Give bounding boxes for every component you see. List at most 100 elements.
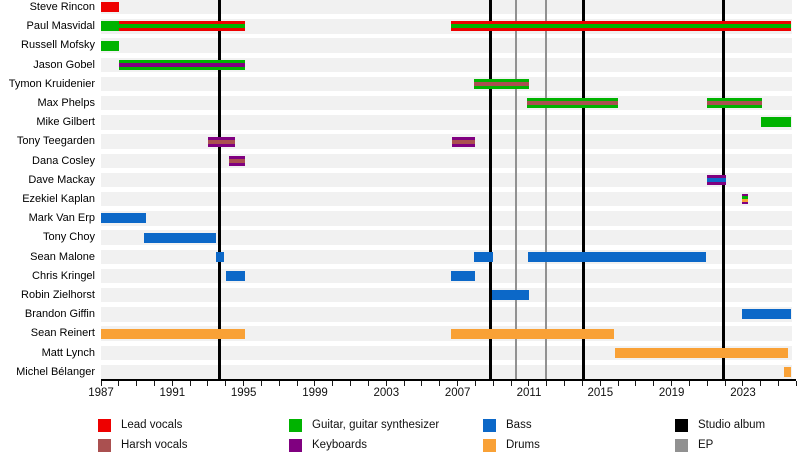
axis-tick (760, 381, 762, 386)
member-label: Russell Mofsky (21, 39, 95, 52)
timeline-bar (450, 21, 792, 32)
legend-swatch-bass (483, 419, 496, 432)
member-label: Sean Malone (30, 250, 95, 263)
timeline-bar (101, 328, 245, 339)
row-band (101, 57, 792, 72)
guitar-stripe (118, 24, 245, 29)
harsh_vocals-stripe (707, 101, 762, 106)
row-band (101, 211, 792, 226)
member-label: Jason Gobel (33, 58, 95, 71)
member-label: Brandon Giffin (24, 308, 95, 321)
axis-tick (207, 381, 209, 386)
axis-tick (314, 381, 316, 386)
timeline-bar (742, 309, 792, 320)
bass-stripe (707, 178, 727, 182)
axis-year-label: 2003 (373, 387, 400, 400)
row-band (101, 115, 792, 130)
legend-label-ep: EP (698, 438, 714, 451)
axis-tick (724, 381, 726, 386)
axis-tick (100, 381, 102, 386)
axis-tick (546, 381, 548, 386)
axis-year-label: 2015 (587, 387, 614, 400)
axis-year-label: 1987 (88, 387, 114, 400)
timeline-bar (225, 271, 245, 281)
axis-tick (136, 381, 138, 386)
member-label: Paul Masvidal (26, 20, 95, 33)
timeline-bar (742, 194, 749, 205)
member-label: Tymon Kruidenier (8, 77, 95, 90)
legend-label-guitar: Guitar, guitar synthesizer (312, 419, 440, 431)
legend-swatch-keyboards (289, 438, 302, 452)
axis-year-label: 1991 (159, 387, 186, 400)
timeline-bar (615, 347, 788, 358)
studio-album-line (488, 0, 492, 380)
axis-tick (599, 381, 601, 386)
studio-album-line (218, 0, 222, 380)
keyboards-stripe (118, 62, 245, 67)
axis-tick (332, 381, 334, 386)
harsh_vocals-stripe (207, 139, 235, 144)
row-band (101, 0, 792, 15)
axis-tick (421, 381, 423, 386)
axis-tick (688, 381, 690, 386)
timeline-bar (452, 136, 476, 147)
row-band (101, 288, 792, 303)
member-label: Sean Reinert (30, 327, 95, 340)
axis-tick (528, 381, 530, 386)
row-band (101, 172, 792, 188)
axis-tick (581, 381, 583, 386)
timeline-bar (101, 2, 119, 13)
axis-tick (474, 381, 476, 386)
axis-tick (439, 381, 441, 386)
legend-swatch-ep (675, 438, 688, 452)
timeline-bar (143, 232, 217, 243)
axis-tick (653, 381, 655, 386)
timeline-bar (707, 98, 762, 109)
axis-tick (795, 381, 797, 386)
axis-tick (225, 381, 227, 386)
row-band (101, 96, 792, 111)
timeline-bar (473, 79, 529, 89)
row-band (101, 153, 792, 168)
member-label: Max Phelps (37, 97, 95, 109)
axis-tick (171, 381, 173, 386)
timeline-bar (528, 251, 706, 262)
member-label: Steve Rincon (29, 1, 95, 13)
timeline-bar (450, 328, 614, 339)
row-band (101, 192, 792, 207)
timeline-bar (473, 251, 494, 262)
axis-year-label: 2023 (730, 387, 756, 400)
legend-label-lead_vocals: Lead vocals (121, 419, 183, 431)
timeline-bar (707, 175, 727, 185)
studio-album-line (582, 0, 586, 380)
axis-tick (296, 381, 298, 386)
row-band (101, 76, 792, 92)
timeline-bar (450, 271, 476, 281)
timeline-bar (760, 117, 792, 128)
member-label: Michel Bélanger (16, 365, 95, 378)
timeline-bar (207, 136, 235, 147)
legend-swatch-guitar (289, 419, 302, 432)
legend-label-studio_album: Studio album (698, 419, 766, 431)
axis-tick (778, 381, 780, 386)
member-label: Robin Zielhorst (21, 289, 95, 301)
axis-tick (153, 381, 155, 386)
drums-stripe (742, 199, 749, 203)
timeline-bar (491, 290, 529, 301)
member-label: Mark Van Erp (28, 212, 95, 225)
axis-year-label: 1995 (230, 387, 257, 400)
legend-swatch-lead_vocals (98, 419, 111, 432)
member-label: Dave Mackay (28, 173, 95, 186)
axis-tick (742, 381, 744, 386)
axis-tick (706, 381, 708, 386)
timeline-bar (527, 98, 619, 109)
timeline-bar (229, 155, 245, 166)
timeline-bar (216, 251, 225, 262)
axis-tick (564, 381, 566, 386)
member-label: Matt Lynch (41, 346, 95, 359)
ep-line (515, 0, 518, 380)
timeline-bar (118, 21, 245, 32)
axis-tick (118, 381, 120, 386)
member-label: Mike Gilbert (36, 116, 95, 129)
legend-swatch-drums (483, 438, 496, 452)
